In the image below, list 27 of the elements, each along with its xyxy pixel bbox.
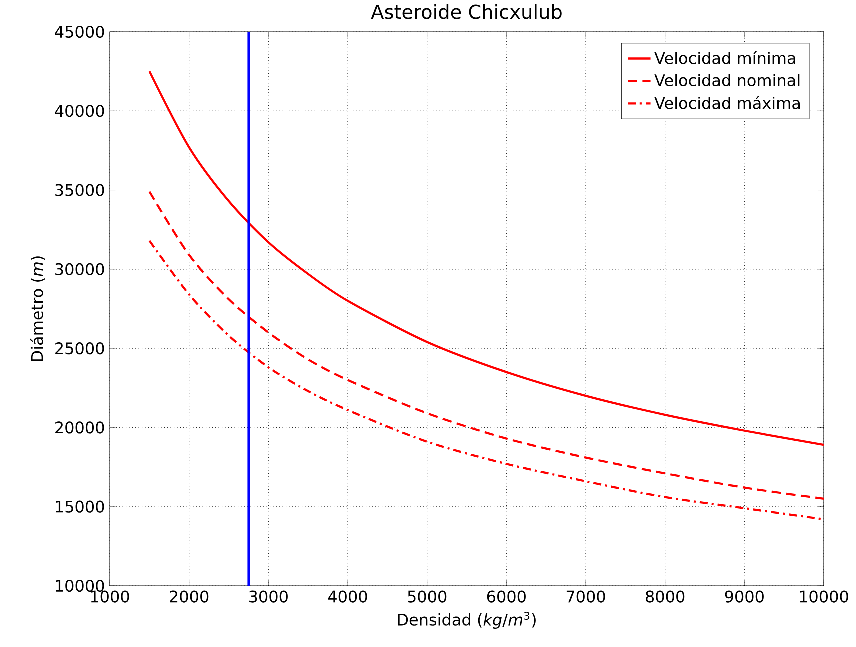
- legend-label: Velocidad nominal: [654, 74, 800, 87]
- x-tick-label: 5000: [408, 590, 447, 603]
- x-tick-label: 7000: [566, 590, 606, 603]
- y-axis-title: Diámetro (m): [30, 256, 46, 362]
- x-axis-title: Densidad (kg/m$^{3}$): [398, 612, 536, 630]
- y-tick-label: 45000: [55, 26, 104, 38]
- legend-label: Velocidad máxima: [654, 96, 800, 110]
- line-series: [148, 70, 824, 446]
- y-tick-label: 10000: [56, 580, 104, 592]
- x-tick-label: 4000: [328, 590, 368, 603]
- y-tick-label: 15000: [56, 500, 104, 513]
- x-tick-label: 6000: [487, 590, 526, 603]
- x-tick-label: 9000: [725, 590, 764, 603]
- x-tick-label: 10000: [800, 590, 848, 603]
- x-tick-label: 8000: [646, 590, 685, 603]
- y-tick-label: 30000: [56, 263, 104, 276]
- line-series: [148, 190, 824, 500]
- x-tick-label: 1000: [91, 590, 130, 603]
- legend-label: Velocidad mínima: [654, 51, 796, 64]
- y-tick-label: 20000: [56, 422, 104, 434]
- y-tick-label: 25000: [56, 342, 104, 355]
- x-tick-label: 2000: [170, 590, 209, 603]
- line-series: [148, 240, 824, 521]
- y-tick-label: 35000: [56, 184, 104, 196]
- x-tick-label: 3000: [250, 590, 288, 603]
- chart-title: Asteroide Chicxulub: [371, 4, 562, 20]
- y-tick-label: 40000: [55, 105, 104, 118]
